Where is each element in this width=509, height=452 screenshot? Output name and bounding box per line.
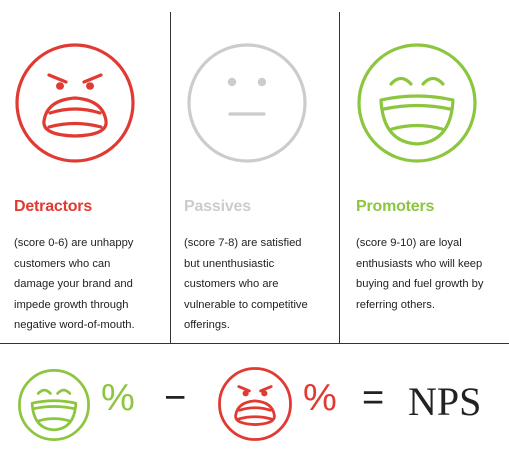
promoters-percent: % bbox=[101, 377, 135, 419]
promoters-description: (score 9-10) are loyal enthusiasts who w… bbox=[356, 233, 506, 315]
passives-panel: Passives (score 7-8) are satisfied but u… bbox=[171, 0, 339, 343]
desc-line: damage your brand and bbox=[14, 278, 133, 290]
divider-2 bbox=[339, 12, 340, 343]
desc-line: referring others. bbox=[356, 298, 435, 311]
neutral-face-icon bbox=[187, 43, 307, 163]
desc-line: enthusiasts who will keep bbox=[356, 257, 483, 270]
detractors-percent: % bbox=[303, 377, 337, 419]
desc-line: impede growth through bbox=[14, 298, 129, 311]
detractors-title: Detractors bbox=[14, 198, 93, 215]
desc-line: vulnerable to competitive bbox=[184, 298, 308, 311]
desc-line: customers who are bbox=[184, 278, 279, 290]
detractors-panel: Detractors (score 0-6) are unhappy custo… bbox=[0, 0, 170, 343]
desc-line: (score 9-10) are loyal bbox=[356, 237, 462, 249]
promoters-title: Promoters bbox=[356, 198, 435, 215]
desc-line: offerings. bbox=[184, 319, 230, 331]
promoters-panel: Promoters (score 9-10) are loyal enthusi… bbox=[340, 0, 509, 343]
passives-description: (score 7-8) are satisfied but unenthusia… bbox=[184, 233, 334, 336]
desc-line: negative word-of-mouth. bbox=[14, 319, 135, 331]
passives-title: Passives bbox=[184, 198, 251, 215]
happy-face-icon bbox=[357, 43, 477, 163]
desc-line: but unenthusiastic bbox=[184, 257, 275, 270]
angry-face-icon bbox=[15, 43, 135, 163]
divider-1 bbox=[170, 12, 171, 343]
happy-face-icon bbox=[18, 369, 90, 441]
desc-line: (score 0-6) are unhappy bbox=[14, 237, 134, 249]
desc-line: (score 7-8) are satisfied bbox=[184, 237, 302, 249]
formula-divider bbox=[0, 343, 509, 344]
equals-sign: = bbox=[362, 377, 385, 419]
nps-label: NPS bbox=[408, 379, 482, 424]
detractors-description: (score 0-6) are unhappy customers who ca… bbox=[14, 233, 166, 336]
desc-line: customers who can bbox=[14, 257, 111, 270]
desc-line: buying and fuel growth by bbox=[356, 278, 484, 290]
angry-face-icon bbox=[218, 367, 292, 441]
minus-sign: − bbox=[164, 377, 187, 419]
